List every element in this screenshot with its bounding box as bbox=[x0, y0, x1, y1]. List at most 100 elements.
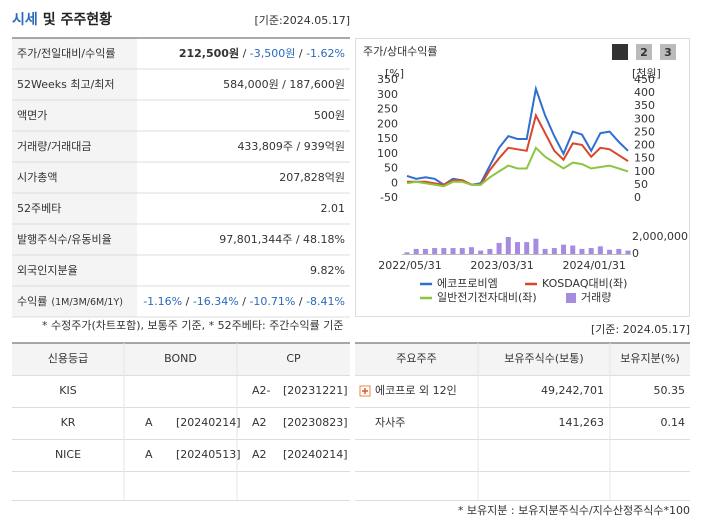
value: -10.71% bbox=[249, 295, 295, 308]
base-date: [기준:2024.05.17] bbox=[254, 14, 350, 27]
label: 주가/전일대비/수익률 bbox=[17, 46, 116, 60]
value: -3,500원 bbox=[250, 47, 296, 60]
chart-tab[interactable] bbox=[636, 44, 652, 60]
y2-tick-label: 400 bbox=[634, 86, 655, 99]
chart-panel bbox=[355, 38, 690, 317]
separator: / bbox=[239, 47, 250, 60]
y2-tick-label: 450 bbox=[634, 73, 655, 86]
column-header: 주요주주 bbox=[396, 352, 436, 365]
value: 584,000원 bbox=[223, 78, 279, 91]
legend-label: 거래량 bbox=[581, 291, 611, 304]
series-line bbox=[406, 84, 629, 186]
row-label: 액면가 bbox=[17, 109, 47, 122]
label-cell bbox=[12, 286, 137, 317]
column-header: 보유지분(%) bbox=[620, 352, 680, 365]
volume-bar bbox=[542, 248, 548, 254]
volume-bar bbox=[597, 246, 603, 254]
volume-tick-label: 0 bbox=[632, 247, 639, 260]
label-cell bbox=[12, 193, 137, 224]
label: 52Weeks 최고/최저 bbox=[17, 78, 115, 91]
x-tick-label: 2023/03/31 bbox=[470, 259, 533, 272]
title-main: 시세 bbox=[12, 12, 38, 28]
volume-bar bbox=[515, 242, 520, 254]
holder-name: 에코프로 외 12인 bbox=[375, 384, 457, 397]
volume-bar bbox=[422, 248, 428, 254]
summary-note: * 수정주가(차트포함), 보통주 기준, * 52주베타: 주간수익률 기준 bbox=[42, 319, 344, 332]
row-label: 발행주식수/유동비율 bbox=[17, 233, 112, 246]
chart-tab-label: 1 bbox=[616, 46, 624, 59]
row-value: 212,500원 / -3,500원 / -1.62% bbox=[179, 46, 345, 60]
label-cell bbox=[12, 69, 137, 100]
value: -16.34% bbox=[193, 295, 239, 308]
row-value: 433,809주 / 939억원 bbox=[237, 140, 345, 153]
holder-ratio: 0.14 bbox=[661, 416, 686, 429]
column-header: 보유주식수(보통) bbox=[504, 352, 583, 365]
row-value: 207,828억원 bbox=[279, 171, 345, 184]
expand-plus bbox=[362, 388, 368, 394]
y-tick-label: 0 bbox=[391, 176, 398, 189]
x-tick-label: 2022/05/31 bbox=[378, 259, 441, 272]
holders-note: * 보유지분 : 보유지분주식수/지수산정주식수*100 bbox=[458, 504, 690, 517]
rating-date: [20240214] bbox=[176, 416, 241, 429]
label: 외국인지분율 bbox=[17, 264, 78, 277]
label-cell bbox=[12, 131, 137, 162]
separator: / bbox=[295, 295, 306, 308]
volume-bar bbox=[625, 250, 631, 254]
separator: / bbox=[295, 47, 306, 60]
chart-tab[interactable] bbox=[660, 44, 676, 60]
agency: NICE bbox=[55, 448, 81, 461]
x-tick-label: 2024/01/31 bbox=[562, 259, 625, 272]
series-line bbox=[407, 112, 629, 186]
volume-bar bbox=[459, 248, 465, 254]
value: 433,809주 bbox=[237, 140, 293, 153]
row-value: 500원 bbox=[314, 109, 345, 122]
row-value: 97,801,344주 / 48.18% bbox=[219, 233, 345, 246]
title-rest: 및 주주현황 bbox=[43, 11, 112, 28]
y2-tick-label: 300 bbox=[634, 112, 655, 125]
volume-bar bbox=[616, 248, 622, 254]
rating-date: [20230823] bbox=[283, 416, 348, 429]
label: 거래량/거래대금 bbox=[17, 140, 92, 153]
volume-bar bbox=[533, 238, 539, 254]
rating-grade: A bbox=[145, 448, 153, 461]
row-label: 주가/전일대비/수익률 bbox=[17, 46, 116, 60]
page-title: 시세 및 주주현황 bbox=[12, 11, 112, 28]
holders-date: [기준: 2024.05.17] bbox=[591, 323, 690, 336]
volume-bar bbox=[505, 237, 511, 254]
volume-bar bbox=[607, 249, 613, 254]
volume-bar bbox=[468, 247, 474, 254]
volume-bar bbox=[524, 242, 530, 254]
row-label: 외국인지분율 bbox=[17, 264, 78, 277]
rating-grade: A2 bbox=[252, 416, 267, 429]
label-cell bbox=[12, 100, 137, 131]
chart-tab[interactable] bbox=[612, 44, 628, 60]
rating-date: [20240214] bbox=[283, 448, 348, 461]
y-tick-label: 100 bbox=[377, 147, 398, 160]
row-label: 시가총액 bbox=[17, 171, 57, 184]
rating-date: [20231221] bbox=[283, 384, 348, 397]
y-axis-label: [%] bbox=[385, 67, 404, 80]
label-cell bbox=[12, 162, 137, 193]
column-header: BOND bbox=[164, 352, 197, 365]
value: 187,600원 bbox=[289, 78, 345, 91]
y-tick-label: 150 bbox=[377, 132, 398, 145]
label-cell bbox=[12, 38, 137, 69]
legend-swatch bbox=[566, 293, 576, 303]
y2-tick-label: 0 bbox=[634, 191, 641, 204]
value: 9.82% bbox=[310, 264, 345, 277]
row-value: 9.82% bbox=[310, 264, 345, 277]
rating-grade: A2- bbox=[252, 384, 271, 397]
y-tick-label: 300 bbox=[377, 88, 398, 101]
legend-label: 에코프로비엠 bbox=[437, 277, 498, 290]
rating-date: [20240513] bbox=[176, 448, 241, 461]
y2-tick-label: 200 bbox=[634, 139, 655, 152]
separator: / bbox=[279, 78, 290, 91]
row-label: 52Weeks 최고/최저 bbox=[17, 78, 115, 91]
value: 48.18% bbox=[303, 233, 345, 246]
row-label: 거래량/거래대금 bbox=[17, 140, 92, 153]
header-row bbox=[355, 343, 690, 375]
volume-bar bbox=[413, 248, 419, 254]
agency: KIS bbox=[59, 384, 76, 397]
label: 발행주식수/유동비율 bbox=[17, 233, 112, 246]
